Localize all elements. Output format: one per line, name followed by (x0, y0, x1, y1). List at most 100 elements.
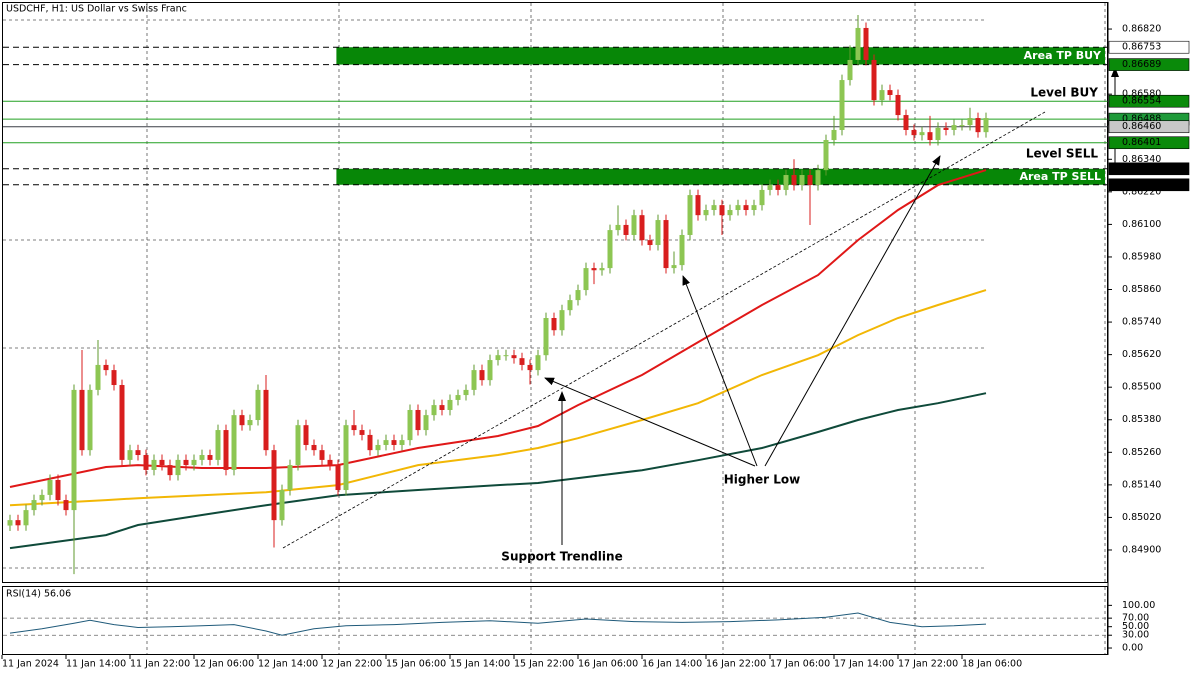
x-tick-label: 11 Jan 2024 (2, 659, 59, 670)
candle-body (655, 220, 661, 246)
y-tick-label: 0.86220 (1122, 186, 1161, 197)
candle-body (831, 129, 837, 141)
rsi-tick-label: 100.00 (1122, 600, 1155, 611)
zone-label: Area TP SELL (1019, 170, 1101, 183)
x-tick-label: 16 Jan 14:00 (642, 659, 702, 670)
main-panel (2, 2, 1108, 583)
candle-body (167, 465, 173, 476)
candle-body (343, 425, 349, 491)
candle-body (279, 490, 285, 521)
candle-body (767, 185, 773, 190)
candle-body (743, 205, 749, 211)
candle-body (135, 450, 141, 456)
annotation: Level SELL (1026, 147, 1099, 161)
candle-body (791, 175, 797, 186)
rsi-panel (2, 586, 1108, 655)
candle-body (855, 27, 861, 60)
candle-body (175, 459, 181, 476)
y-tick-label: 0.86580 (1122, 89, 1161, 100)
candle-body (591, 268, 597, 271)
x-tick-label: 15 Jan 22:00 (514, 659, 574, 670)
candle-body (895, 94, 901, 116)
rsi-tick-label: 0.00 (1122, 643, 1143, 654)
candle-body (191, 459, 197, 466)
candle-body (735, 205, 741, 211)
candle-body (423, 415, 429, 431)
candle-body (231, 415, 237, 470)
level-label: 0.86488 (1122, 114, 1161, 125)
candle-body (623, 224, 629, 235)
candle-body (271, 450, 277, 521)
candle-body (103, 364, 109, 371)
candle-body (727, 210, 733, 216)
annotation: Higher Low (724, 473, 801, 487)
arrow (682, 275, 758, 467)
candle-body (543, 318, 549, 356)
candles (7, 14, 989, 575)
candle-body (775, 185, 781, 190)
candle-body (303, 425, 309, 445)
x-tick-label: 17 Jan 14:00 (834, 659, 894, 670)
candle-body (183, 459, 189, 466)
candle-body (519, 358, 525, 365)
candle-body (879, 90, 885, 101)
rsi-line (9, 612, 987, 636)
candle-body (407, 409, 413, 441)
level-label: 0.86753 (1122, 42, 1161, 53)
x-tick-label: 12 Jan 06:00 (194, 659, 254, 670)
candle-body (839, 80, 845, 130)
x-tick-label: 12 Jan 14:00 (258, 659, 318, 670)
candle-body (615, 224, 621, 231)
candle-body (647, 240, 653, 246)
zone-label: Area TP BUY (1024, 49, 1102, 62)
x-tick-label: 15 Jan 06:00 (386, 659, 446, 670)
candle-body (351, 425, 357, 431)
candle-body (127, 450, 133, 460)
candle-body (39, 494, 45, 501)
candle-body (887, 90, 893, 95)
level-label-box (1108, 120, 1190, 134)
level-label: 0.86401 (1122, 137, 1161, 148)
candle-body (151, 459, 157, 470)
candle-body (711, 205, 717, 211)
zone (336, 47, 1105, 65)
candle-body (215, 430, 221, 460)
candle-body (975, 118, 981, 133)
x-tick-label: 17 Jan 22:00 (898, 659, 958, 670)
candle-body (455, 395, 461, 400)
rsi-tick-label: 70.00 (1122, 613, 1149, 624)
moving-average (9, 169, 987, 488)
candle-body (871, 59, 877, 101)
candle-body (479, 370, 485, 381)
level-label-box (1108, 58, 1190, 71)
candle-body (431, 405, 437, 416)
candle-body (559, 310, 565, 331)
annotation: Support Trendline (501, 550, 622, 564)
candle-body (239, 415, 245, 426)
candle-body (703, 210, 709, 216)
x-tick-label: 18 Jan 06:00 (962, 659, 1022, 670)
y-tick-label: 0.84900 (1122, 544, 1161, 555)
candle-body (207, 455, 213, 460)
level-label: 0.86554 (1122, 96, 1161, 107)
candle-body (759, 189, 765, 206)
candle-body (503, 355, 509, 357)
candle-body (823, 140, 829, 171)
candle-body (935, 127, 941, 141)
candle-body (79, 389, 85, 451)
candle-body (599, 268, 605, 271)
candle-body (47, 479, 53, 495)
candle-body (511, 355, 517, 359)
candle-body (119, 385, 125, 460)
candle-body (535, 355, 541, 371)
y-tick-label: 0.85980 (1122, 251, 1161, 262)
y-tick-label: 0.85500 (1122, 382, 1161, 393)
x-tick-label: 17 Jan 06:00 (770, 659, 830, 670)
x-tick-label: 15 Jan 14:00 (450, 659, 510, 670)
candle-body (327, 459, 333, 466)
level-label: 0.86246 (1122, 179, 1161, 190)
candle-body (943, 127, 949, 130)
rsi-title: RSI(14) 56.06 (6, 589, 71, 600)
